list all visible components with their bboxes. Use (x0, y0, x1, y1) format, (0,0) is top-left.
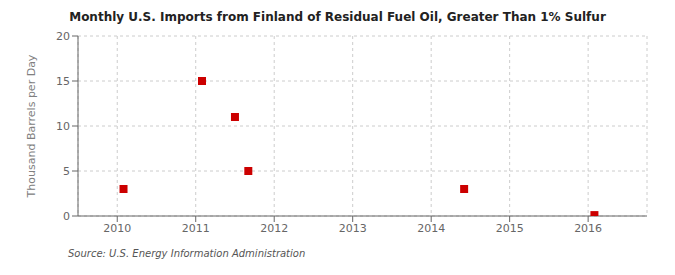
svg-text:2015: 2015 (496, 222, 524, 235)
svg-text:2010: 2010 (103, 222, 131, 235)
svg-text:2014: 2014 (417, 222, 445, 235)
svg-text:2013: 2013 (339, 222, 367, 235)
svg-text:2011: 2011 (182, 222, 210, 235)
html-text:Monthly U.S. Imports from Finl: Monthly U.S. Imports from Finland of Res… (69, 10, 606, 24)
svg-text:0: 0 (63, 210, 70, 223)
svg-text:2012: 2012 (260, 222, 288, 235)
svg-text:Thousand Barrels per Day: Thousand Barrels per Day (25, 54, 38, 198)
svg-text:20: 20 (56, 30, 70, 43)
svg-text:5: 5 (63, 165, 70, 178)
svg-text:15: 15 (56, 75, 70, 88)
svg-text:10: 10 (56, 120, 70, 133)
svg-text:2016: 2016 (574, 222, 602, 235)
html-text:Source: U.S. Energy Informatio: Source: U.S. Energy Information Administ… (68, 248, 306, 259)
